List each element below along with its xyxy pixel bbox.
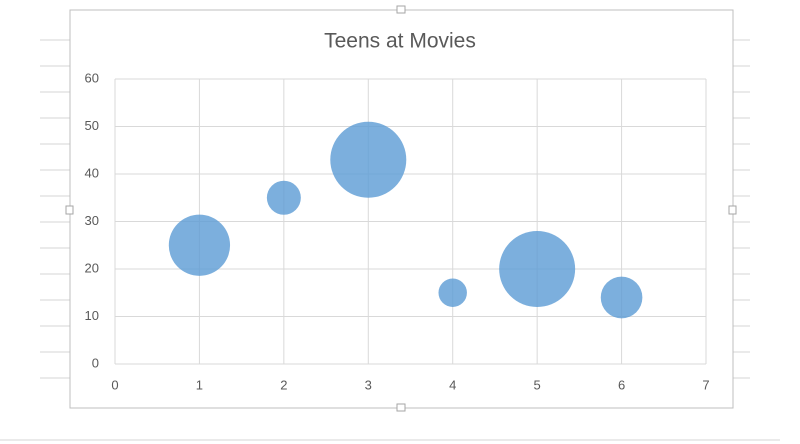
x-tick-label: 3 [365, 377, 372, 392]
y-tick-label: 20 [85, 260, 99, 275]
resize-handles [65, 5, 737, 412]
x-tick-label: 4 [449, 377, 456, 392]
x-tick-label: 2 [280, 377, 287, 392]
x-tick-label: 0 [111, 377, 118, 392]
bubble [438, 278, 467, 307]
chart-title: Teens at Movies [324, 30, 476, 53]
y-tick-label: 10 [85, 308, 99, 323]
x-tick-label: 5 [534, 377, 541, 392]
chart-frame[interactable] [69, 9, 734, 409]
x-tick-label: 1 [196, 377, 203, 392]
bubble [330, 121, 407, 198]
x-tick-label: 6 [618, 377, 625, 392]
bubble [168, 214, 231, 276]
y-tick-label: 60 [85, 70, 99, 85]
x-tick-label: 7 [702, 377, 709, 392]
y-tick-label: 0 [92, 355, 99, 370]
y-tick-label: 30 [85, 213, 99, 228]
y-tick-label: 50 [85, 118, 99, 133]
bubble [499, 231, 576, 307]
y-tick-label: 40 [85, 165, 99, 180]
bubble [600, 276, 643, 319]
sheet-lines [0, 39, 780, 441]
bubble [266, 180, 301, 215]
